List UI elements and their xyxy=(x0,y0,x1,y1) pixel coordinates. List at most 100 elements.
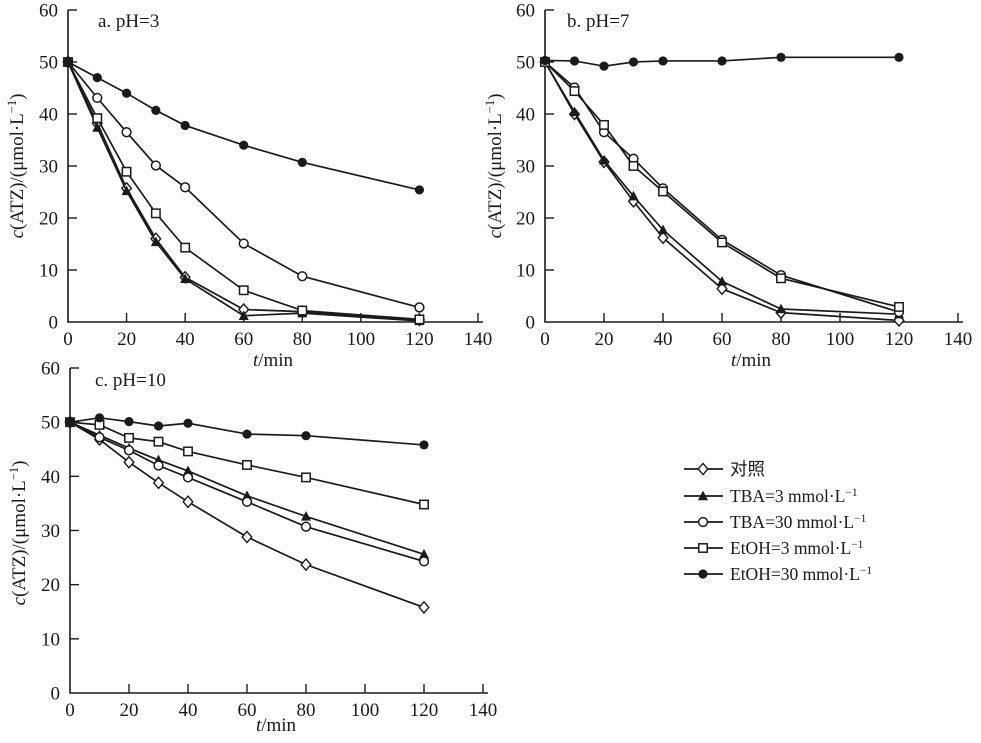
marker-square-open xyxy=(297,305,308,316)
legend-item-1: 对照 xyxy=(684,459,765,479)
y-axis-label: c(ATZ)/(μmol·L−1) xyxy=(483,94,506,239)
panel-b: 0 10 20 30 40 50 60 0 20 40 60 80 100 120 140 b. pH=7 t/… xyxy=(483,1,972,372)
marker-circle-filled xyxy=(124,417,134,427)
series-line xyxy=(67,61,420,321)
marker-square-open xyxy=(124,432,134,443)
marker-square-open xyxy=(658,186,668,197)
panel-title: a. pH=3 xyxy=(98,11,159,32)
marker-circle-filled xyxy=(151,105,161,115)
marker-circle-open xyxy=(179,182,191,193)
marker-triangle-filled xyxy=(717,276,727,286)
series-square-open xyxy=(63,57,425,325)
axis-lines xyxy=(69,368,488,694)
y-axis-label: c(ATZ)/(μmol·L−1) xyxy=(5,94,28,239)
marker-diamond-open xyxy=(418,600,430,615)
marker-diamond-open xyxy=(123,455,135,469)
series-line xyxy=(544,61,900,308)
marker-square-open xyxy=(238,285,249,296)
y-tick-label: 40 xyxy=(41,467,60,488)
legend-label: TBA=3 mmol·L−1 xyxy=(730,486,858,506)
legend-item-5: EtOH=30 mmol·L−1 xyxy=(684,564,872,584)
series-line xyxy=(69,421,425,563)
marker-circle-filled xyxy=(239,140,249,150)
y-axis-label: c(ATZ)/(μmol·L−1) xyxy=(7,461,30,606)
marker-circle-filled xyxy=(242,429,252,439)
marker-circle-open xyxy=(153,460,164,471)
y-tick-label: 0 xyxy=(526,313,536,334)
legend-item-3: TBA=30 mmol·L−1 xyxy=(684,512,867,532)
marker-square-open xyxy=(599,119,609,130)
y-tick-label: 10 xyxy=(516,261,535,282)
y-tick-label: 20 xyxy=(41,575,60,596)
marker-triangle-filled xyxy=(183,465,193,476)
marker-triangle-filled xyxy=(180,273,191,284)
x-tick-label: 40 xyxy=(179,700,198,721)
marker-circle-open xyxy=(297,271,308,282)
marker-circle-filled xyxy=(92,73,102,83)
series-line xyxy=(544,61,900,316)
x-tick-label: 20 xyxy=(117,329,136,350)
marker-triangle-filled xyxy=(658,224,668,235)
marker-diamond-open xyxy=(241,530,253,544)
x-tick-label: 20 xyxy=(595,329,614,350)
marker-square-open xyxy=(776,273,786,284)
marker-circle-filled xyxy=(569,56,580,66)
x-tick-label: 100 xyxy=(351,700,380,721)
marker-square-open xyxy=(717,237,727,248)
marker-circle-filled xyxy=(65,417,75,427)
marker-diamond-open xyxy=(300,557,312,572)
series-circle-filled xyxy=(63,57,425,195)
x-tick-label: 60 xyxy=(234,329,253,350)
marker-circle-filled xyxy=(301,431,311,441)
series-line xyxy=(544,56,899,68)
marker-triangle-filled xyxy=(419,548,429,559)
y-tick-label: 10 xyxy=(39,261,58,282)
marker-circle-open xyxy=(414,302,425,313)
marker-circle-filled xyxy=(419,440,429,450)
marker-circle-filled xyxy=(297,157,307,167)
x-axis-label: t/min xyxy=(253,350,294,371)
marker-circle-filled xyxy=(63,57,73,67)
series-line xyxy=(67,61,420,322)
marker-circle-open xyxy=(300,521,312,532)
marker-circle-open xyxy=(241,496,253,507)
marker-circle-open xyxy=(150,160,162,171)
marker-square-open xyxy=(698,543,708,553)
y-tick-label: 60 xyxy=(41,359,60,380)
marker-circle-filled xyxy=(776,52,786,62)
marker-square-open xyxy=(301,472,311,483)
y-tick-label: 30 xyxy=(41,521,60,542)
x-tick-label: 0 xyxy=(540,329,550,350)
y-tick-label: 10 xyxy=(41,629,60,650)
series-triangle-filled xyxy=(540,56,904,319)
marker-circle-filled xyxy=(414,185,425,195)
marker-triangle-filled xyxy=(301,511,311,521)
marker-circle-filled xyxy=(183,418,193,428)
marker-circle-filled xyxy=(894,52,904,62)
series-line xyxy=(67,61,420,321)
y-tick-label: 20 xyxy=(39,209,58,230)
marker-triangle-filled xyxy=(628,190,639,201)
x-tick-label: 140 xyxy=(469,700,498,721)
series-line xyxy=(69,416,425,446)
marker-circle-open xyxy=(182,472,194,483)
y-tick-label: 60 xyxy=(39,1,58,22)
series-square-open xyxy=(540,57,904,312)
x-tick-label: 0 xyxy=(63,329,73,350)
x-tick-label: 80 xyxy=(293,329,312,350)
marker-circle-open xyxy=(121,127,132,138)
marker-square-open xyxy=(242,460,252,470)
panel-c: 0 10 20 30 40 50 60 0 20 40 60 80 100 120 140 c. pH=10 t… xyxy=(7,359,497,737)
x-tick-label: 140 xyxy=(944,329,973,350)
panel-title: b. pH=7 xyxy=(567,11,629,32)
y-tick-label: 40 xyxy=(516,105,535,126)
y-tick-label: 30 xyxy=(516,157,535,178)
marker-circle-filled xyxy=(599,61,609,71)
marker-diamond-open xyxy=(152,476,165,490)
marker-square-open xyxy=(153,436,164,447)
marker-square-open xyxy=(414,314,425,325)
x-tick-label: 120 xyxy=(405,329,434,350)
y-tick-label: 50 xyxy=(516,53,535,74)
